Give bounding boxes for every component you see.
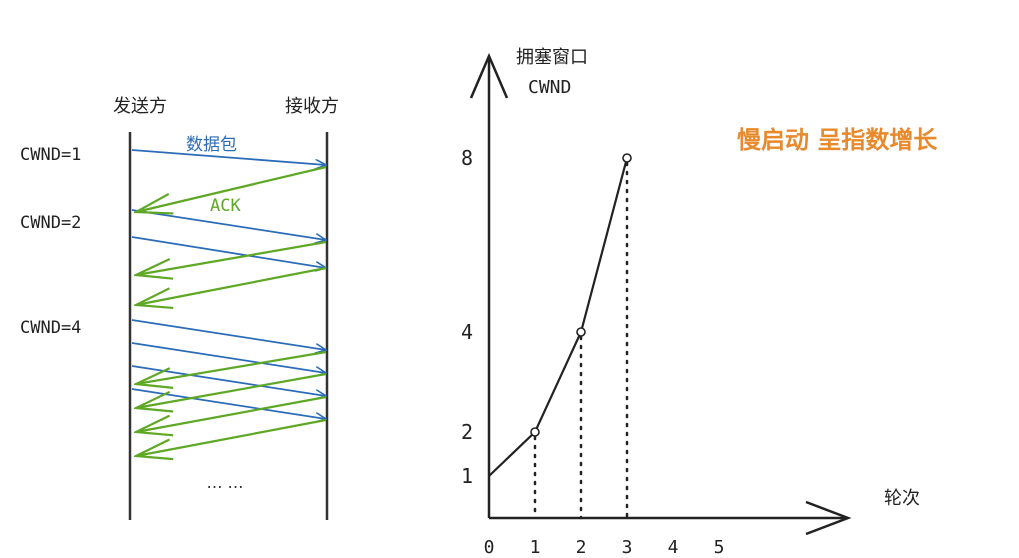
x-tick-label: 0 xyxy=(484,537,495,558)
ack-arrow xyxy=(136,240,327,275)
ack-arrow xyxy=(136,372,327,408)
y-axis-title-cn: 拥塞窗口 xyxy=(516,47,588,68)
data-point xyxy=(576,327,586,337)
data-arrow xyxy=(131,319,326,350)
ack-arrows xyxy=(136,165,327,456)
ack-arrow xyxy=(136,350,327,384)
data-packet-arrows xyxy=(131,149,326,419)
cwnd-chart: 拥塞窗口 CWND 轮次 慢启动 呈指数增长 0 1 2 3 4 5 1 2 4 8 xyxy=(461,47,938,558)
sender-label: 发送方 xyxy=(113,96,167,117)
ack-label: ACK xyxy=(210,196,241,216)
x-tick-label: 2 xyxy=(576,537,587,558)
ellipsis: … … xyxy=(206,473,243,492)
receiver-label: 接收方 xyxy=(285,96,339,117)
data-packet-label: 数据包 xyxy=(186,135,237,155)
y-tick-labels: 1 2 4 8 xyxy=(461,146,473,488)
y-tick-label: 1 xyxy=(461,464,473,488)
x-tick-label: 1 xyxy=(530,537,541,558)
cwnd-label-2: CWND=2 xyxy=(20,213,81,233)
data-arrow xyxy=(131,149,326,165)
y-axis-arrowhead xyxy=(469,52,509,99)
data-point xyxy=(530,427,540,437)
y-axis-title-en: CWND xyxy=(528,77,571,98)
x-tick-label: 5 xyxy=(714,537,725,558)
x-tick-labels: 0 1 2 3 4 5 xyxy=(484,537,725,558)
data-arrow xyxy=(131,342,326,373)
data-arrow xyxy=(131,236,326,268)
slow-start-annotation: 慢启动 呈指数增长 xyxy=(737,126,938,154)
x-tick-label: 4 xyxy=(668,537,679,558)
cwnd-label-1: CWND=1 xyxy=(20,145,81,165)
x-axis-arrowhead xyxy=(805,500,852,536)
data-point xyxy=(622,153,632,163)
series-line xyxy=(488,157,629,477)
ack-arrow xyxy=(136,418,327,456)
ack-arrow xyxy=(136,266,327,305)
x-axis-title: 轮次 xyxy=(884,488,920,509)
cwnd-label-4: CWND=4 xyxy=(20,318,81,338)
data-arrow xyxy=(131,209,326,240)
sequence-diagram: 发送方 接收方 CWND=1 CWND=2 CWND=4 数据包 ACK xyxy=(20,96,339,520)
guide-lines xyxy=(533,161,629,520)
y-tick-label: 4 xyxy=(461,320,473,344)
ack-arrow xyxy=(136,165,327,212)
x-tick-label: 3 xyxy=(622,537,633,558)
y-tick-label: 8 xyxy=(461,146,473,170)
ack-arrow xyxy=(136,395,327,432)
series-layer xyxy=(488,153,632,477)
y-tick-label: 2 xyxy=(461,420,473,444)
